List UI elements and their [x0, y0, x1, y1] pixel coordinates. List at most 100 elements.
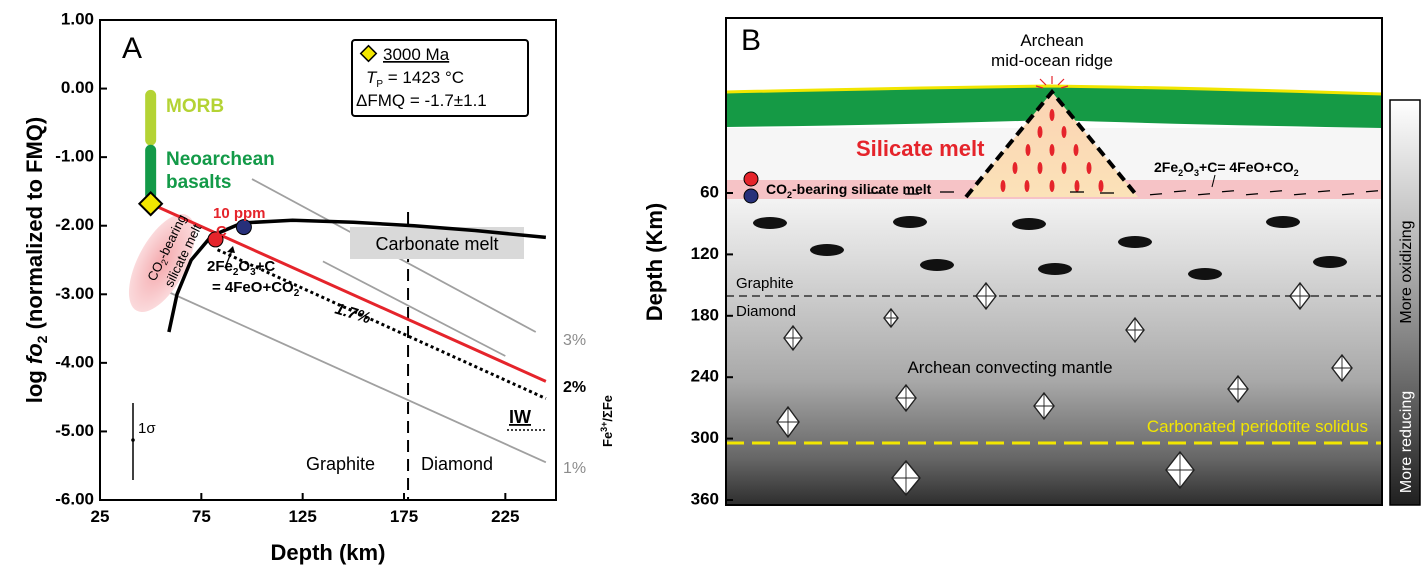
x-tick-label: 175: [390, 507, 418, 526]
silicate-melt-label: Silicate melt: [856, 136, 985, 161]
blue-point: [235, 219, 252, 236]
diamond-facets: [1290, 283, 1310, 309]
band-dash: [1197, 193, 1211, 196]
melt-droplet: [1037, 162, 1043, 174]
oxidizing-bar: [1389, 99, 1421, 506]
graphite-label-b: Graphite: [736, 275, 794, 292]
melt-droplets: [1000, 109, 1104, 192]
diamond-crystals: [776, 281, 1353, 497]
graphite-grain: [810, 244, 844, 256]
more-reducing-label: More reducing: [1398, 391, 1415, 493]
panel-a-chart: Carbonate melt 1.00 0.00 -1.00 -2.00 -3.00 -4…: [22, 9, 615, 565]
melt-triangle-outline: [964, 88, 1140, 199]
diamond-facets: [1228, 376, 1248, 402]
legend-dfmq: ΔFMQ = -1.7±1.1: [356, 91, 487, 110]
y-tick-label: 1.00: [61, 9, 94, 28]
diamond-facets: [976, 283, 996, 309]
legend-tp: TP = 1423 °C: [366, 68, 464, 90]
fe3-3pct-label: 3%: [563, 332, 586, 349]
fe3-1pct-label: 1%: [563, 460, 586, 477]
band-dash: [1365, 190, 1379, 193]
mantle-label: Archean convecting mantle: [907, 358, 1112, 377]
diamond-facets: [892, 461, 920, 495]
melt-droplet: [1024, 180, 1030, 192]
graphite-label: Graphite: [306, 454, 375, 474]
melt-droplet: [1098, 180, 1104, 192]
melt-band-dashes: [868, 190, 1379, 196]
band-dash: [1245, 193, 1259, 196]
mantle-region: [726, 196, 1382, 505]
depth-tick-label: 300: [691, 428, 719, 447]
start-diamond-marker: [137, 191, 164, 217]
diamond-label-b: Diamond: [736, 303, 796, 320]
band-dash: [1293, 193, 1307, 196]
more-oxidizing-label: More oxidizing: [1398, 220, 1415, 323]
depth-tick-label: 120: [691, 244, 719, 263]
diamond-facets: [1034, 393, 1054, 419]
diamond-facets: [896, 385, 916, 411]
band-dash: [1269, 190, 1283, 193]
diamond-crystal: [895, 383, 917, 413]
ridge-spark: [1035, 76, 1069, 89]
series-Fe3-2pct: [322, 260, 506, 357]
diamond-crystal: [1165, 450, 1195, 490]
reaction-2: = 4FeO+CO2: [212, 279, 300, 299]
band-dash: [1341, 193, 1355, 196]
diamond-label: Diamond: [421, 454, 493, 474]
series-Fe3-1pct: [150, 283, 547, 464]
band-dash: [1149, 193, 1163, 196]
band-dash: [1317, 190, 1331, 193]
reaction-arrow-head: [227, 246, 235, 253]
diamond-crystal: [1125, 316, 1145, 344]
panel-b-frame: [725, 17, 1383, 506]
blue-dot-b: [743, 188, 759, 204]
diamond-crystal: [1033, 391, 1055, 421]
graphite-grains: [753, 216, 1347, 280]
depth-tick-label: 180: [691, 305, 719, 324]
diamond-crystal: [1227, 374, 1249, 404]
melt-droplet: [1037, 126, 1043, 138]
legend-diamond-icon: [359, 44, 378, 63]
graphite-grain: [753, 217, 787, 229]
neoarchean-label: Neoarchean: [166, 149, 275, 170]
depth-tick-label: 240: [691, 367, 719, 386]
reaction-1: 2Fe2O3+C: [207, 258, 275, 278]
diamond-facets: [777, 407, 799, 437]
melt-droplet: [1061, 126, 1067, 138]
y-tick-label: -4.00: [55, 352, 94, 371]
y-axis-title-b: Depth (Km): [642, 203, 667, 322]
x-tick-label: 125: [288, 507, 316, 526]
x-tick-label: 225: [491, 507, 519, 526]
melt-droplet: [1049, 144, 1055, 156]
melt-droplet: [1049, 109, 1055, 121]
melt-droplet: [1073, 144, 1079, 156]
diamond-crystal: [1289, 281, 1311, 311]
y-tick-label: 0.00: [61, 78, 94, 97]
diamond-crystal: [1331, 353, 1353, 383]
y-tick-label: -3.00: [55, 284, 94, 303]
x-axis-title-a: Depth (km): [271, 540, 386, 565]
graphite-grain: [893, 216, 927, 228]
y-tick-label: -5.00: [55, 421, 94, 440]
carbonate-melt-label: Carbonate melt: [375, 234, 498, 254]
graphite-grain: [1266, 216, 1300, 228]
diamond-crystal: [883, 307, 899, 329]
reaction-pointer: [1211, 174, 1216, 188]
diamond-facets: [1166, 452, 1194, 488]
legend-box: 3000 Ma TP = 1423 °C ΔFMQ = -1.7±1.1: [351, 39, 529, 117]
y-tick-label: -2.00: [55, 215, 94, 234]
fe3-2pct-label: 2%: [563, 379, 586, 396]
morb-label: MORB: [166, 96, 224, 117]
sigma-label: 1σ: [138, 420, 156, 437]
x-tick-label: 75: [192, 507, 211, 526]
co2-melt-blob: [128, 214, 196, 312]
diamond-facets: [1126, 318, 1144, 342]
graphite-grain: [1188, 268, 1222, 280]
diamond-crystal: [891, 459, 921, 497]
right-axis-label: Fe3+/ΣFe: [599, 395, 615, 447]
y-tick-label: -6.00: [55, 489, 94, 508]
depth-tick-label: 60: [700, 182, 719, 201]
iw-label: IW: [509, 407, 531, 427]
pct-dotted-label: 1.7%: [333, 301, 373, 328]
